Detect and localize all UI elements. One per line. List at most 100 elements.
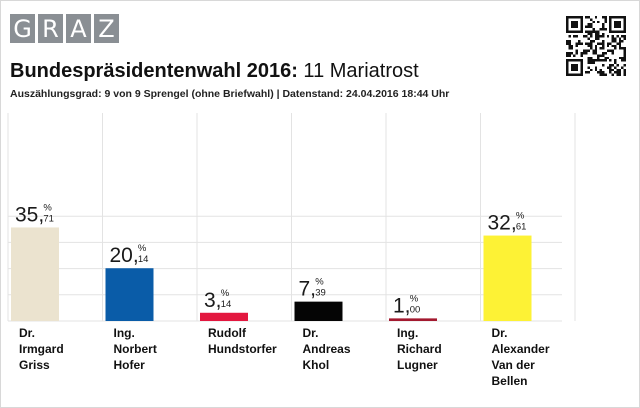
qr-module: [604, 56, 607, 60]
qr-module: [587, 59, 590, 62]
qr-module: [623, 23, 626, 26]
qr-module: [609, 30, 612, 33]
qr-module: [566, 68, 569, 72]
qr-module: [566, 23, 569, 26]
qr-module: [592, 49, 595, 52]
qr-module: [570, 68, 574, 72]
qr-module: [602, 52, 605, 55]
qr-module: [602, 16, 605, 19]
value-decimal: 61: [516, 222, 527, 233]
candidate-label: Hofer: [114, 358, 146, 372]
qr-module: [566, 25, 569, 28]
qr-module: [621, 35, 624, 38]
qr-module: [594, 16, 598, 19]
qr-module: [578, 16, 581, 19]
qr-module: [594, 68, 598, 72]
qr-module: [609, 23, 612, 26]
qr-module: [566, 16, 569, 19]
qr-module: [578, 30, 581, 33]
qr-module: [587, 71, 590, 74]
qr-module: [616, 42, 619, 45]
qr-module: [616, 23, 619, 26]
qr-module: [621, 47, 624, 50]
qr-module: [568, 44, 571, 48]
qr-module: [623, 37, 626, 40]
qr-module: [621, 40, 624, 43]
qr-module: [570, 47, 574, 50]
qr-module: [594, 35, 598, 38]
qr-module: [575, 23, 578, 26]
qr-module: [614, 71, 617, 74]
qr-module: [602, 47, 605, 50]
qr-module: [575, 49, 578, 52]
qr-module: [597, 20, 600, 24]
qr-module: [590, 30, 593, 33]
qr-module: [594, 37, 598, 40]
qr-module: [580, 18, 583, 21]
title-election: Bundespräsidentenwahl 2016:: [10, 60, 298, 82]
candidate-label: Rudolf: [208, 326, 247, 340]
value-decimal: 14: [138, 254, 149, 265]
qr-module: [623, 64, 626, 67]
qr-module: [594, 44, 598, 48]
candidate-label: Alexander: [492, 342, 550, 356]
qr-module: [573, 59, 576, 62]
candidate-label: Hundstorfer: [208, 342, 277, 356]
value-decimal: 14: [221, 299, 232, 310]
logo-letter: R: [38, 14, 63, 43]
qr-module: [587, 25, 590, 28]
qr-module: [590, 23, 593, 26]
qr-module: [623, 18, 626, 21]
qr-module: [585, 25, 588, 28]
qr-module: [623, 20, 626, 24]
value-label: 1,: [393, 294, 411, 317]
qr-module: [566, 64, 569, 67]
qr-module: [614, 44, 617, 48]
qr-module: [582, 49, 586, 52]
qr-module: [616, 68, 619, 72]
qr-module: [587, 23, 590, 26]
qr-module: [594, 47, 598, 50]
qr-module: [614, 47, 617, 50]
qr-module: [604, 18, 607, 21]
qr-module: [570, 64, 574, 67]
qr-module: [611, 30, 614, 33]
qr-module: [590, 56, 593, 60]
value-unit: %: [138, 243, 147, 254]
qr-module: [621, 56, 624, 60]
qr-module: [599, 71, 602, 74]
qr-module: [606, 42, 610, 45]
qr-module: [611, 40, 614, 43]
value-label: 35,: [15, 203, 44, 226]
qr-module: [594, 66, 598, 69]
qr-module: [573, 54, 576, 57]
qr-module: [594, 49, 598, 52]
qr-module: [566, 18, 569, 21]
value-label: 32,: [488, 212, 517, 235]
qr-module: [592, 61, 595, 64]
qr-module: [623, 35, 626, 38]
qr-module: [573, 35, 576, 38]
qr-module: [623, 56, 626, 60]
qr-module: [623, 73, 626, 76]
qr-module: [570, 52, 574, 55]
qr-module: [590, 40, 593, 43]
qr-module: [578, 59, 581, 62]
qr-module: [570, 25, 574, 28]
qr-module: [566, 71, 569, 74]
qr-module: [611, 49, 614, 52]
qr-module: [614, 66, 617, 69]
qr-module: [602, 40, 605, 43]
qr-module: [621, 16, 624, 19]
qr-module: [618, 73, 622, 76]
qr-module: [621, 30, 624, 33]
qr-module: [618, 47, 622, 50]
qr-module: [604, 16, 607, 19]
qr-module: [580, 20, 583, 24]
qr-module: [573, 25, 576, 28]
qr-module: [575, 25, 578, 28]
value-unit: %: [516, 211, 525, 222]
qr-module: [602, 73, 605, 76]
qr-module: [606, 35, 610, 38]
qr-module: [573, 68, 576, 72]
